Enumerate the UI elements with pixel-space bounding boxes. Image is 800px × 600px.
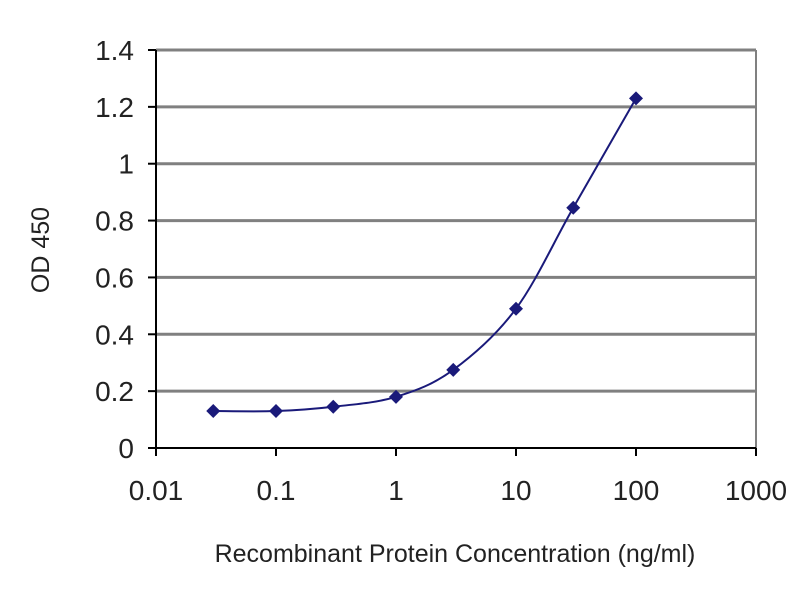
series-line-0 [213,97,637,413]
data-point-0-4 [446,362,461,377]
data-point-0-6 [566,200,581,215]
y-tick-label: 0.2 [95,376,134,407]
x-tick-label: 100 [613,475,660,506]
y-tick-label: 1.4 [95,35,134,66]
y-tick-label: 0.4 [95,319,134,350]
series-layer [206,91,643,419]
y-tick-label: 0 [118,433,134,464]
data-point-0-0 [206,404,221,419]
x-axis-title: Recombinant Protein Concentration (ng/ml… [215,540,696,568]
data-point-0-2 [326,399,341,414]
x-tick-label: 0.01 [129,475,184,506]
data-point-0-3 [389,389,403,404]
x-tick-label: 1 [388,475,404,506]
tick-labels: 0 0.2 0.4 0.6 0.8 1 1.2 1.4 0.01 0.1 1 10 100 1000 [95,35,787,506]
axes [148,49,757,456]
data-point-0-5 [509,301,523,316]
y-tick-label: 0.8 [95,206,134,237]
grid-lines [156,48,756,393]
y-tick-label: 1.2 [95,92,134,123]
y-tick-label: 1 [118,149,134,180]
data-point-0-1 [269,404,283,419]
x-tick-label: 0.1 [257,475,296,506]
y-tick-label: 0.6 [95,262,134,293]
x-tick-label: 10 [500,475,531,506]
x-tick-label: 1000 [725,475,787,506]
y-axis-title: OD 450 [27,207,55,293]
data-point-0-7 [629,91,643,106]
